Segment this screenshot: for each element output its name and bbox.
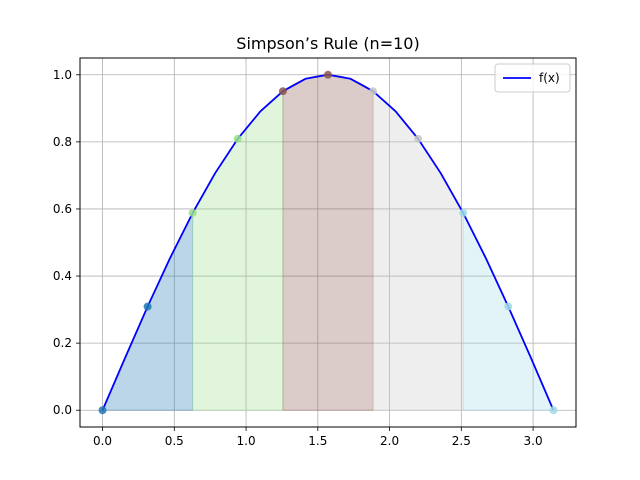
x-tick-label: 2.5 bbox=[452, 434, 471, 448]
y-tick-label: 0.2 bbox=[53, 336, 72, 350]
x-tick-label: 0.5 bbox=[165, 434, 184, 448]
sample-point bbox=[549, 406, 558, 415]
y-tick-label: 1.0 bbox=[53, 68, 72, 82]
chart-title: Simpson’s Rule (n=10) bbox=[236, 34, 419, 53]
x-tick-label: 1.0 bbox=[237, 434, 256, 448]
sample-point bbox=[143, 302, 152, 311]
segment-area-3 bbox=[282, 74, 374, 411]
legend: f(x) bbox=[494, 63, 571, 93]
y-tick-label: 0.0 bbox=[53, 403, 72, 417]
sample-point bbox=[324, 70, 332, 79]
sample-point bbox=[369, 87, 378, 96]
y-tick-label: 0.6 bbox=[53, 202, 72, 216]
x-tick-label: 2.0 bbox=[380, 434, 399, 448]
x-tick-label: 0.0 bbox=[93, 434, 112, 448]
sample-point bbox=[504, 302, 513, 311]
x-tick-label: 1.5 bbox=[308, 434, 327, 448]
sample-point bbox=[98, 406, 107, 415]
legend-label-fx: f(x) bbox=[539, 71, 560, 85]
axes-frame bbox=[79, 57, 577, 428]
sample-point bbox=[414, 134, 423, 143]
y-tick-label: 0.4 bbox=[53, 269, 72, 283]
sample-point bbox=[278, 87, 287, 96]
plot-area: 0.0 0.5 1.0 1.5 2.0 2.5 3.0 0.0 0.2 0.4 0.6 0.8 1.0 bbox=[53, 57, 577, 448]
sample-point bbox=[459, 208, 468, 217]
y-tick-label: 0.8 bbox=[53, 135, 72, 149]
x-tick-label: 3.0 bbox=[524, 434, 543, 448]
legend-box bbox=[494, 63, 571, 93]
sample-point bbox=[233, 134, 242, 143]
sample-point bbox=[188, 208, 197, 217]
